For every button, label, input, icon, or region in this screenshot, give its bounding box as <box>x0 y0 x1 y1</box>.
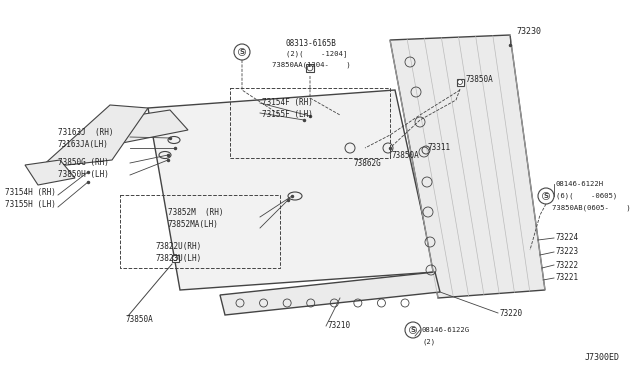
Polygon shape <box>220 272 440 315</box>
Text: 73222: 73222 <box>556 260 579 269</box>
Text: J7300ED: J7300ED <box>585 353 620 362</box>
Text: (6)(    -0605): (6)( -0605) <box>556 193 617 199</box>
Text: 73163J  (RH): 73163J (RH) <box>58 128 113 138</box>
Text: S: S <box>410 327 415 333</box>
Text: 73220: 73220 <box>500 308 523 317</box>
Text: 73154F (RH): 73154F (RH) <box>262 99 313 108</box>
Text: (2)(    -1204]: (2)( -1204] <box>286 51 348 57</box>
Text: 73155H (LH): 73155H (LH) <box>5 201 56 209</box>
FancyBboxPatch shape <box>172 254 179 262</box>
Text: S: S <box>543 193 548 199</box>
Text: 73224: 73224 <box>556 234 579 243</box>
FancyBboxPatch shape <box>306 64 314 72</box>
Text: 73850AB(0605-    ): 73850AB(0605- ) <box>552 205 631 211</box>
Text: 73822U(RH): 73822U(RH) <box>155 243 201 251</box>
Text: 08313-6165B: 08313-6165B <box>286 38 337 48</box>
Polygon shape <box>390 35 545 298</box>
Text: S: S <box>239 49 244 55</box>
Text: 73852MA(LH): 73852MA(LH) <box>168 221 219 230</box>
Polygon shape <box>25 160 75 185</box>
Text: 73850AA(1204-    ): 73850AA(1204- ) <box>272 62 351 68</box>
Text: 73862G: 73862G <box>354 158 381 167</box>
Text: 73850A: 73850A <box>466 76 493 84</box>
Polygon shape <box>40 105 148 168</box>
Text: 08146-6122G: 08146-6122G <box>422 327 470 333</box>
Text: 73823U(LH): 73823U(LH) <box>155 254 201 263</box>
Text: 73154H (RH): 73154H (RH) <box>5 189 56 198</box>
Text: 73230: 73230 <box>516 28 541 36</box>
Text: 73155F (LH): 73155F (LH) <box>262 110 313 119</box>
Text: 73163JA(LH): 73163JA(LH) <box>58 141 109 150</box>
Text: 73852M  (RH): 73852M (RH) <box>168 208 223 218</box>
Text: 73210: 73210 <box>328 321 351 330</box>
Polygon shape <box>92 110 188 145</box>
Text: 73850A: 73850A <box>126 315 154 324</box>
Text: 73221: 73221 <box>556 273 579 282</box>
Text: 73850H (LH): 73850H (LH) <box>58 170 109 179</box>
Text: 73223: 73223 <box>556 247 579 257</box>
Polygon shape <box>148 90 435 290</box>
Text: 08146-6122H: 08146-6122H <box>556 181 604 187</box>
Text: 73850A: 73850A <box>392 151 420 160</box>
Text: (2): (2) <box>422 339 435 345</box>
FancyBboxPatch shape <box>456 78 463 86</box>
Text: 73850G (RH): 73850G (RH) <box>58 157 109 167</box>
Text: 73311: 73311 <box>428 142 451 151</box>
